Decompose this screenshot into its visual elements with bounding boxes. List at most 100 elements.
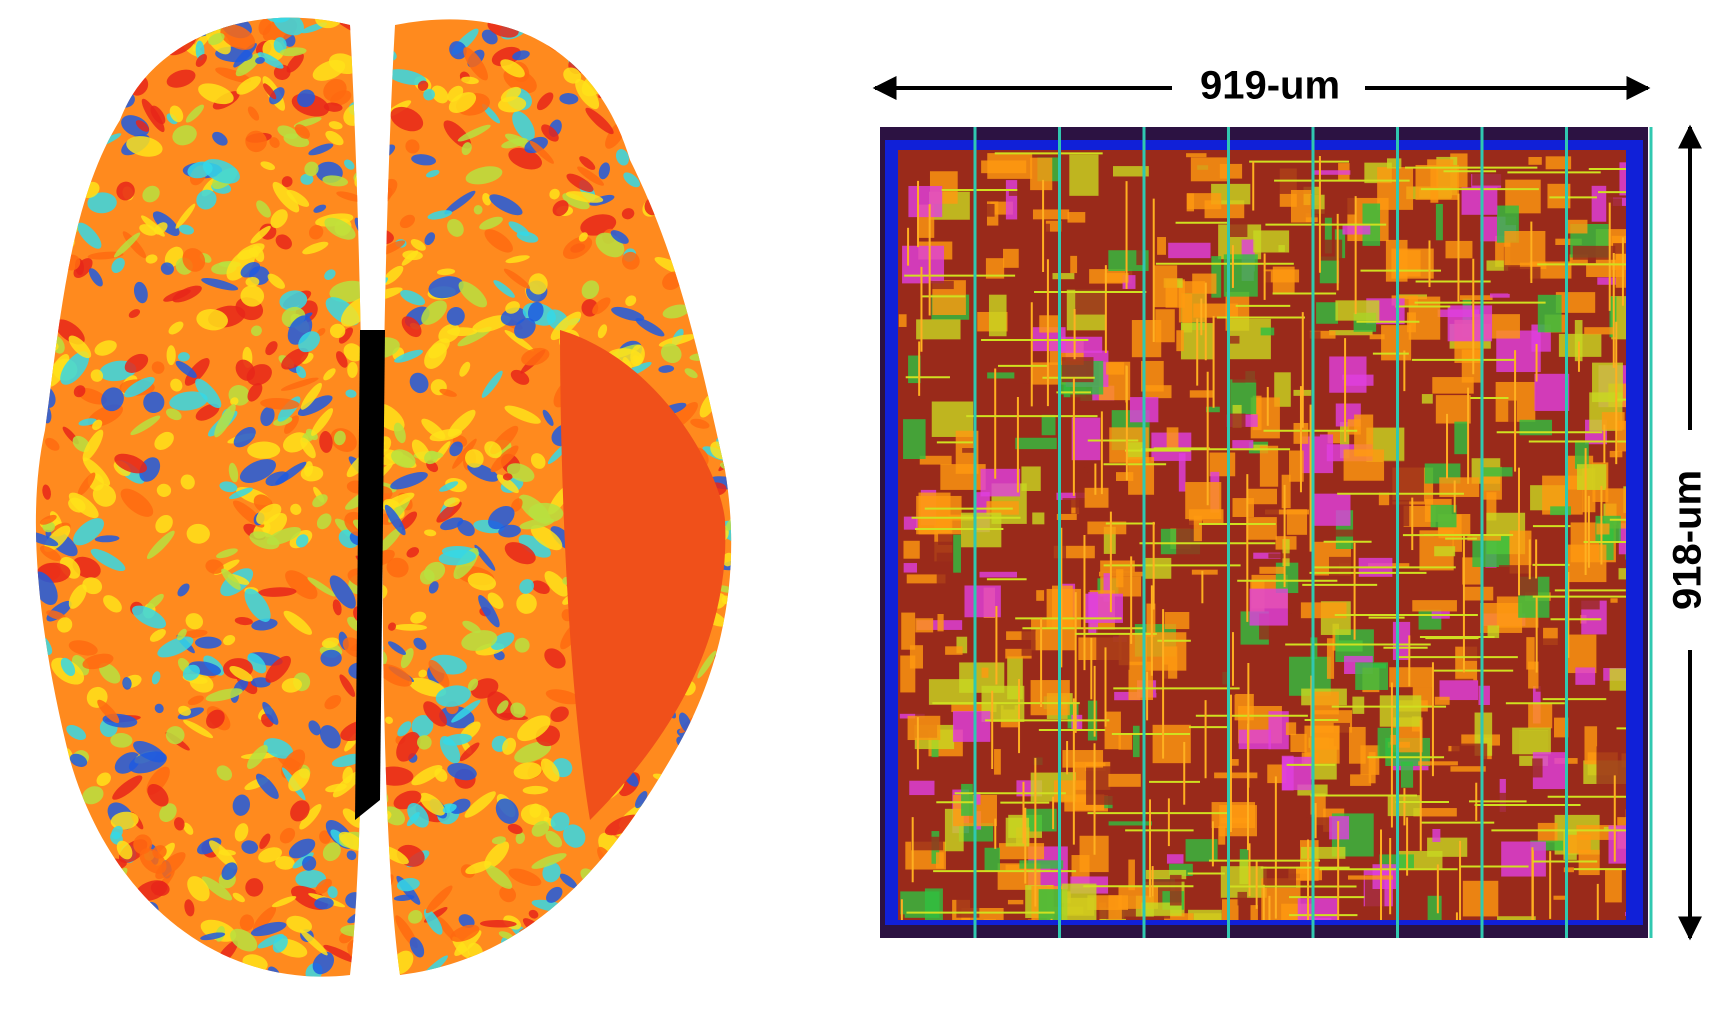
cell — [1157, 237, 1166, 255]
cell — [1327, 431, 1341, 444]
activity-blob — [462, 620, 481, 634]
activity-blob — [479, 920, 517, 928]
activity-blob — [563, 824, 586, 848]
activity-blob — [541, 124, 559, 142]
activity-blob — [189, 973, 220, 977]
activity-blob — [516, 593, 537, 614]
activity-blob — [708, 53, 724, 74]
activity-blob — [230, 397, 239, 406]
activity-blob — [197, 972, 226, 977]
activity-blob — [589, 886, 607, 899]
cell — [1435, 203, 1443, 241]
activity-blob — [409, 372, 429, 394]
activity-blob — [722, 923, 732, 934]
activity-blob — [233, 426, 256, 448]
cell — [1233, 157, 1247, 163]
activity-blob — [336, 191, 364, 202]
cell — [1430, 167, 1439, 203]
activity-blob — [397, 721, 412, 737]
activity-blob — [112, 775, 143, 800]
cell — [1459, 295, 1493, 301]
activity-blob — [35, 714, 48, 736]
activity-blob — [150, 881, 170, 896]
activity-blob — [35, 713, 47, 740]
activity-blob — [519, 579, 534, 594]
activity-blob — [459, 361, 471, 377]
activity-blob — [103, 595, 122, 613]
activity-blob — [239, 914, 255, 931]
cell — [1253, 271, 1271, 291]
activity-blob — [82, 786, 104, 805]
activity-blob — [596, 21, 621, 42]
activity-blob — [35, 184, 41, 198]
activity-blob — [196, 309, 228, 331]
cell — [903, 540, 920, 559]
activity-blob — [42, 484, 51, 500]
cell — [907, 715, 941, 741]
activity-blob — [122, 43, 144, 66]
cell — [903, 563, 917, 573]
cell — [1056, 513, 1077, 520]
activity-blob — [689, 789, 712, 817]
cell — [1374, 285, 1386, 296]
activity-blob — [284, 415, 299, 434]
activity-blob — [151, 361, 165, 374]
fissure — [355, 330, 385, 820]
activity-blob — [68, 584, 87, 609]
activity-blob — [671, 964, 691, 975]
activity-blob — [129, 32, 145, 48]
activity-blob — [417, 80, 429, 91]
activity-blob — [662, 304, 690, 319]
activity-blob — [165, 726, 185, 745]
activity-blob — [458, 281, 488, 308]
activity-blob — [660, 922, 674, 938]
activity-blob — [53, 885, 72, 900]
activity-blob — [514, 637, 530, 653]
activity-blob — [48, 143, 75, 177]
cell — [1168, 242, 1211, 259]
activity-blob — [708, 19, 725, 31]
activity-blob — [96, 772, 111, 787]
cell — [1265, 509, 1309, 515]
cell — [1461, 349, 1483, 383]
activity-blob — [684, 368, 698, 379]
cell — [1259, 566, 1285, 574]
activity-blob — [545, 689, 581, 705]
activity-blob — [482, 192, 492, 206]
activity-blob — [215, 67, 251, 83]
activity-blob — [311, 408, 334, 436]
activity-blob — [512, 50, 530, 61]
cell — [1509, 530, 1532, 574]
cell — [1039, 315, 1059, 333]
activity-blob — [518, 19, 540, 28]
activity-blob — [316, 513, 332, 530]
activity-blob — [234, 823, 249, 842]
activity-blob — [107, 934, 139, 957]
activity-blob — [464, 791, 496, 818]
activity-blob — [175, 360, 197, 378]
activity-blob — [615, 843, 645, 854]
activity-blob — [512, 111, 535, 141]
activity-blob — [101, 387, 124, 412]
activity-blob — [514, 741, 552, 763]
cell — [1067, 212, 1086, 223]
activity-blob — [514, 318, 536, 339]
activity-blob — [536, 92, 554, 111]
activity-blob — [172, 285, 202, 303]
activity-blob — [448, 92, 477, 113]
activity-blob — [459, 742, 480, 762]
cell — [1427, 159, 1454, 169]
activity-blob — [703, 148, 732, 165]
activity-blob — [408, 910, 423, 924]
activity-blob — [273, 64, 291, 81]
activity-blob — [60, 351, 90, 385]
activity-blob — [401, 316, 422, 338]
cell — [1508, 266, 1541, 294]
activity-blob — [443, 120, 472, 149]
activity-blob — [390, 472, 428, 490]
activity-blob — [195, 54, 207, 67]
activity-blob — [645, 70, 672, 94]
activity-blob — [406, 547, 420, 558]
cell — [1186, 193, 1222, 210]
cell — [1596, 746, 1626, 788]
